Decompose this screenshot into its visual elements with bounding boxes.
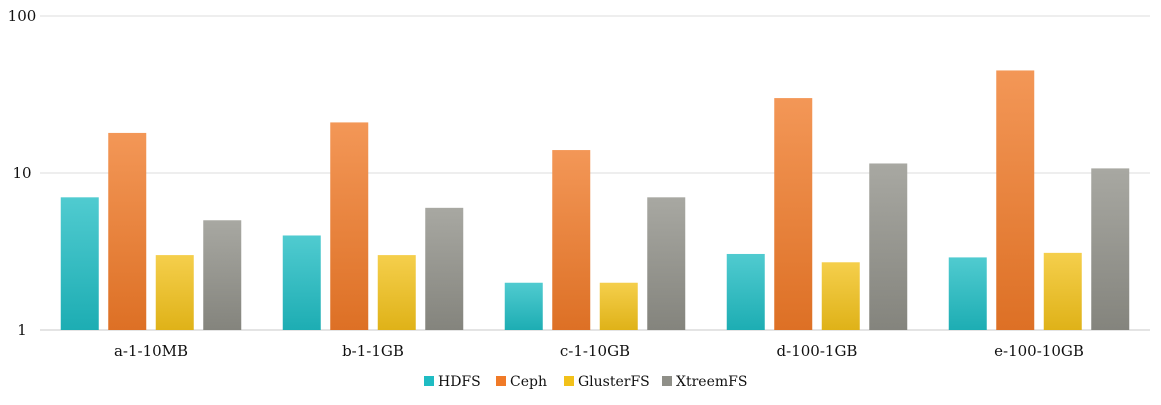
- legend-label-xtreemfs: XtreemFS: [676, 374, 747, 390]
- legend-swatch-xtreemfs: [662, 376, 672, 386]
- y-tick-label: 10: [12, 164, 31, 182]
- x-tick-label: a-1-10MB: [114, 342, 188, 360]
- bar-hdfs-d-100-1GB: [726, 253, 765, 330]
- bar-hdfs-c-1-10GB: [504, 282, 543, 330]
- bar-ceph-d-100-1GB: [774, 98, 813, 330]
- bars: [60, 70, 1130, 331]
- bar-hdfs-e-100-10GB: [948, 257, 987, 330]
- x-tick-label: d-100-1GB: [777, 342, 858, 360]
- x-tick-label: b-1-1GB: [342, 342, 404, 360]
- legend-swatch-hdfs: [424, 376, 434, 386]
- bar-hdfs-a-1-10MB: [60, 197, 99, 330]
- legend-swatch-ceph: [496, 376, 506, 386]
- bar-ceph-c-1-10GB: [552, 150, 591, 330]
- bar-glusterfs-e-100-10GB: [1043, 252, 1082, 330]
- bar-xtreemfs-d-100-1GB: [869, 163, 908, 330]
- bar-glusterfs-d-100-1GB: [821, 262, 860, 330]
- x-tick-label: e-100-10GB: [994, 342, 1084, 360]
- bar-ceph-e-100-10GB: [996, 70, 1035, 331]
- legend-label-ceph: Ceph: [510, 374, 547, 390]
- bar-glusterfs-b-1-1GB: [377, 255, 416, 330]
- y-tick-label: 1: [17, 321, 27, 339]
- x-axis-labels: a-1-10MB b-1-1GB c-1-10GB d-100-1GB e-100-10…: [114, 342, 1084, 360]
- y-axis-labels: 1 10 100: [8, 7, 37, 339]
- bar-xtreemfs-c-1-10GB: [647, 197, 686, 330]
- bar-ceph-b-1-1GB: [330, 122, 369, 331]
- x-tick-label: c-1-10GB: [560, 342, 630, 360]
- legend-label-glusterfs: GlusterFS: [578, 374, 650, 390]
- bar-xtreemfs-a-1-10MB: [203, 220, 242, 330]
- bar-glusterfs-a-1-10MB: [155, 255, 194, 330]
- legend-swatch-glusterfs: [564, 376, 574, 386]
- bar-xtreemfs-b-1-1GB: [425, 207, 464, 330]
- bar-glusterfs-c-1-10GB: [599, 282, 638, 330]
- bar-ceph-a-1-10MB: [108, 132, 147, 330]
- bar-hdfs-b-1-1GB: [282, 235, 321, 330]
- y-tick-label: 100: [8, 7, 37, 25]
- bar-xtreemfs-e-100-10GB: [1091, 168, 1130, 330]
- legend: HDFS Ceph GlusterFS XtreemFS: [424, 374, 747, 390]
- legend-label-hdfs: HDFS: [438, 374, 481, 390]
